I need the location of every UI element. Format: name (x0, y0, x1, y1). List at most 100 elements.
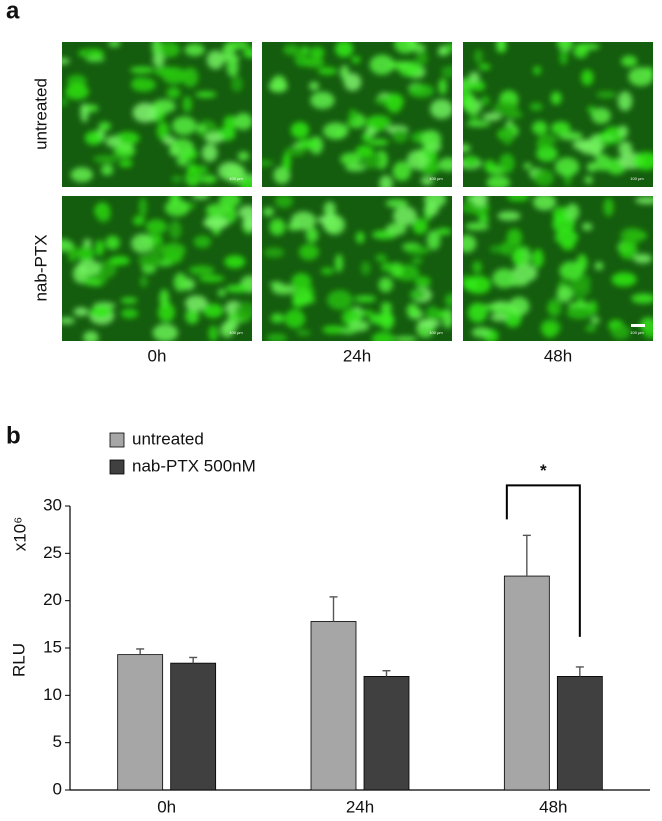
cell (435, 228, 452, 236)
cell (463, 155, 479, 167)
cell (305, 227, 319, 243)
cell (193, 235, 212, 249)
cell (463, 234, 477, 253)
cell (474, 49, 483, 64)
cell (137, 254, 164, 267)
cell (471, 326, 491, 338)
cell (164, 199, 190, 217)
column-label: 0h (148, 346, 167, 365)
cell (131, 233, 154, 254)
cell (482, 112, 502, 121)
cell (105, 235, 120, 250)
cell (538, 133, 558, 146)
cell (508, 296, 530, 316)
x-tick-label: 24h (346, 797, 374, 816)
cell (290, 211, 317, 231)
cell (284, 146, 306, 157)
cell (483, 159, 496, 172)
cell (334, 253, 344, 273)
cell (550, 121, 571, 135)
cell (620, 227, 644, 244)
y-tick-label: 20 (43, 590, 62, 609)
cell (469, 112, 480, 122)
cell (631, 293, 653, 304)
bar (556, 676, 603, 791)
cell (500, 241, 514, 256)
cell (317, 67, 338, 75)
cell (420, 130, 442, 148)
y-tick-label: 25 (43, 543, 62, 562)
cell (131, 77, 147, 90)
cell (345, 163, 366, 172)
cells (262, 196, 452, 341)
bar-chart: 0 5 10 15 20 25 30 RLU x10⁶ untreated nab-PTX 500n… (9, 429, 650, 816)
y-axis-label: RLU (9, 643, 28, 677)
cell (486, 175, 511, 187)
cell (161, 242, 186, 259)
cell (463, 143, 471, 153)
cell (184, 295, 208, 312)
cell (437, 310, 447, 319)
cell (465, 120, 491, 127)
cell (480, 95, 490, 106)
cell (369, 54, 395, 75)
cell (437, 49, 449, 56)
cell (373, 121, 390, 128)
cell (360, 261, 371, 276)
cell (380, 301, 392, 314)
cell (385, 199, 408, 208)
cell (238, 205, 252, 220)
cell (591, 141, 602, 158)
cell (62, 317, 76, 325)
cell (223, 115, 238, 131)
cell (195, 91, 217, 98)
y-multiplier: x10⁶ (10, 517, 29, 551)
cell (157, 302, 175, 323)
cell (225, 284, 249, 293)
cell (555, 42, 575, 48)
cell (73, 307, 89, 317)
x-tick-label: 0h (157, 797, 176, 816)
cell (284, 309, 306, 329)
cell (559, 48, 568, 66)
cell (203, 216, 229, 230)
cell (202, 303, 224, 318)
cell (560, 240, 576, 251)
scale-bar-label: 100 µm (229, 176, 243, 181)
error-bar (575, 666, 584, 677)
cell (235, 301, 252, 321)
cell (226, 57, 239, 77)
cell (323, 201, 336, 217)
cell (438, 78, 447, 95)
cell (298, 243, 320, 261)
bar (310, 621, 357, 791)
cell (478, 214, 490, 223)
cell (386, 93, 403, 113)
cell (490, 313, 509, 322)
cell (132, 102, 158, 123)
cell (470, 80, 486, 92)
cell (85, 55, 105, 63)
cell (584, 176, 594, 184)
cell (389, 262, 404, 278)
cell (617, 91, 633, 111)
cell (274, 196, 294, 209)
x-tick-label: 48h (539, 797, 567, 816)
cell (355, 231, 365, 244)
cell (468, 71, 480, 83)
cell (634, 196, 653, 204)
cell (62, 97, 68, 107)
micrograph-grid: 100 µm 100 µm 100 µm 100 µm 100 µm 100 µm untr… (31, 42, 653, 365)
cell (182, 95, 192, 113)
cell (117, 142, 134, 152)
cell (424, 200, 439, 217)
cell (300, 46, 310, 54)
cell (225, 164, 247, 184)
error-bar (136, 648, 145, 655)
cell (379, 311, 395, 331)
cell (556, 286, 573, 303)
cell (411, 257, 423, 264)
cell (269, 218, 286, 236)
cell (206, 50, 225, 70)
cell (591, 107, 611, 124)
